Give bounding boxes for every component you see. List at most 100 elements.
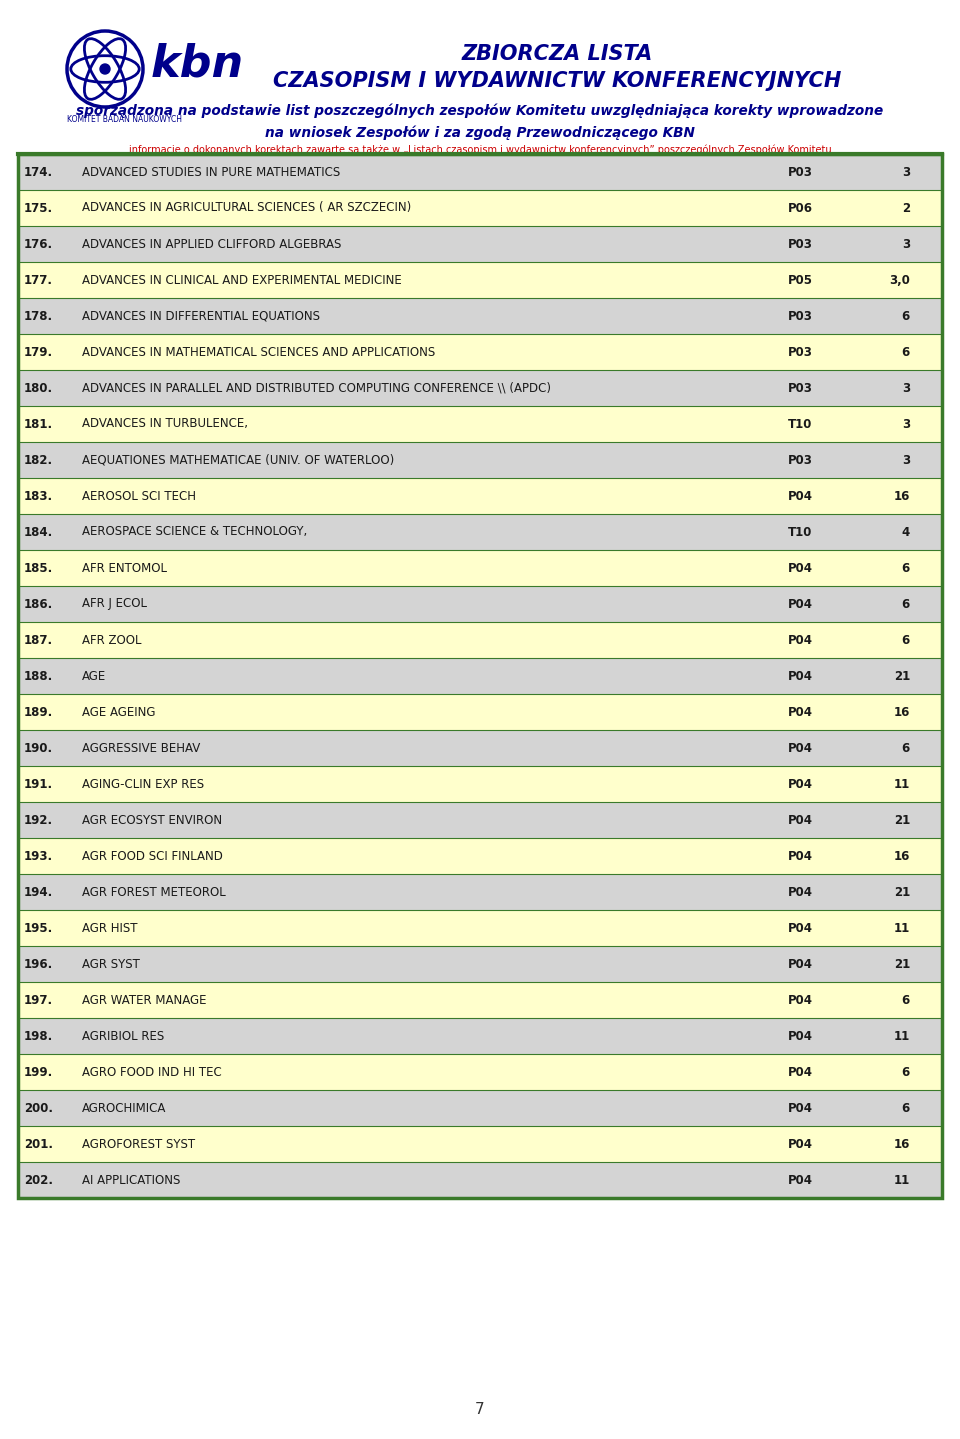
Text: P04: P04 (788, 1137, 813, 1151)
Bar (18, 442, 942, 478)
Text: P05: P05 (788, 273, 813, 286)
Text: AFR ENTOMOL: AFR ENTOMOL (82, 561, 167, 574)
Text: P04: P04 (788, 777, 813, 790)
Text: 6: 6 (901, 561, 910, 574)
Text: 177.: 177. (24, 273, 53, 286)
Text: 179.: 179. (24, 345, 53, 358)
Bar (18, 1053, 942, 1089)
Text: 3: 3 (901, 237, 910, 250)
Text: 201.: 201. (24, 1137, 53, 1151)
Text: 6: 6 (901, 1101, 910, 1114)
Text: T10: T10 (788, 417, 812, 430)
Text: 196.: 196. (24, 957, 53, 970)
Text: 184.: 184. (24, 525, 53, 538)
Text: 183.: 183. (24, 489, 53, 502)
Text: ZBIORCZA LISTA: ZBIORCZA LISTA (461, 45, 653, 63)
Text: 197.: 197. (24, 993, 53, 1006)
Bar (18, 334, 942, 370)
Text: 3: 3 (901, 417, 910, 430)
Text: P04: P04 (788, 993, 813, 1006)
Text: 4: 4 (901, 525, 910, 538)
Text: 21: 21 (894, 885, 910, 898)
Text: 16: 16 (894, 849, 910, 862)
Circle shape (100, 63, 110, 73)
Bar (18, 622, 942, 658)
Text: ADVANCES IN PARALLEL AND DISTRIBUTED COMPUTING CONFERENCE \\ (APDC): ADVANCES IN PARALLEL AND DISTRIBUTED COM… (82, 381, 551, 394)
Bar (18, 837, 942, 873)
Text: AFR ZOOL: AFR ZOOL (82, 633, 141, 646)
Bar (18, 190, 942, 226)
Text: na wniosek Zespołów i za zgodą Przewodniczącego KBN: na wniosek Zespołów i za zgodą Przewodni… (265, 125, 695, 140)
Text: 185.: 185. (24, 561, 53, 574)
Text: ADVANCES IN TURBULENCE,: ADVANCES IN TURBULENCE, (82, 417, 248, 430)
Text: AGGRESSIVE BEHAV: AGGRESSIVE BEHAV (82, 741, 201, 754)
Text: AEQUATIONES MATHEMATICAE (UNIV. OF WATERLOO): AEQUATIONES MATHEMATICAE (UNIV. OF WATER… (82, 453, 395, 466)
Text: 6: 6 (901, 633, 910, 646)
Text: 2: 2 (901, 201, 910, 214)
Text: AGR HIST: AGR HIST (82, 921, 137, 934)
Text: P06: P06 (788, 201, 813, 214)
Text: 7: 7 (475, 1402, 485, 1416)
Text: P04: P04 (788, 813, 813, 826)
Text: AGR FOOD SCI FINLAND: AGR FOOD SCI FINLAND (82, 849, 223, 862)
Text: P03: P03 (788, 345, 813, 358)
Text: 181.: 181. (24, 417, 53, 430)
Text: ADVANCES IN DIFFERENTIAL EQUATIONS: ADVANCES IN DIFFERENTIAL EQUATIONS (82, 309, 320, 322)
Text: AFR J ECOL: AFR J ECOL (82, 597, 147, 610)
Text: 3: 3 (901, 381, 910, 394)
Text: 190.: 190. (24, 741, 53, 754)
Text: P03: P03 (788, 165, 813, 178)
Text: 6: 6 (901, 309, 910, 322)
Text: 16: 16 (894, 489, 910, 502)
Text: ADVANCES IN AGRICULTURAL SCIENCES ( AR SZCZECIN): ADVANCES IN AGRICULTURAL SCIENCES ( AR S… (82, 201, 411, 214)
Text: P03: P03 (788, 237, 813, 250)
Bar (18, 1089, 942, 1125)
Text: P04: P04 (788, 957, 813, 970)
Text: 21: 21 (894, 957, 910, 970)
Text: P03: P03 (788, 453, 813, 466)
Bar (18, 730, 942, 766)
Bar (18, 1163, 942, 1199)
Text: P04: P04 (788, 741, 813, 754)
Bar (18, 802, 942, 837)
Text: P04: P04 (788, 885, 813, 898)
Text: 3,0: 3,0 (889, 273, 910, 286)
Text: P04: P04 (788, 1065, 813, 1078)
Bar (18, 694, 942, 730)
Text: ADVANCED STUDIES IN PURE MATHEMATICS: ADVANCED STUDIES IN PURE MATHEMATICS (82, 165, 340, 178)
Text: ADVANCES IN CLINICAL AND EXPERIMENTAL MEDICINE: ADVANCES IN CLINICAL AND EXPERIMENTAL ME… (82, 273, 401, 286)
Text: 11: 11 (894, 921, 910, 934)
Text: P04: P04 (788, 1101, 813, 1114)
Text: 3: 3 (901, 165, 910, 178)
Text: 6: 6 (901, 741, 910, 754)
Text: AGR FOREST METEOROL: AGR FOREST METEOROL (82, 885, 226, 898)
Bar (18, 1017, 942, 1053)
Text: 3: 3 (901, 453, 910, 466)
Text: 191.: 191. (24, 777, 53, 790)
Text: ADVANCES IN MATHEMATICAL SCIENCES AND APPLICATIONS: ADVANCES IN MATHEMATICAL SCIENCES AND AP… (82, 345, 435, 358)
Text: 186.: 186. (24, 597, 53, 610)
Text: AGROFOREST SYST: AGROFOREST SYST (82, 1137, 195, 1151)
Bar (18, 658, 942, 694)
Text: 194.: 194. (24, 885, 53, 898)
Text: 189.: 189. (24, 705, 53, 718)
Text: AGRO FOOD IND HI TEC: AGRO FOOD IND HI TEC (82, 1065, 222, 1078)
Bar (18, 262, 942, 298)
Text: P03: P03 (788, 381, 813, 394)
Bar (18, 909, 942, 945)
Text: 6: 6 (901, 993, 910, 1006)
Text: AGR SYST: AGR SYST (82, 957, 140, 970)
Text: 175.: 175. (24, 201, 53, 214)
Text: ADVANCES IN APPLIED CLIFFORD ALGEBRAS: ADVANCES IN APPLIED CLIFFORD ALGEBRAS (82, 237, 342, 250)
Text: 6: 6 (901, 597, 910, 610)
Bar (18, 370, 942, 406)
Bar (18, 981, 942, 1017)
Text: 198.: 198. (24, 1029, 53, 1042)
Bar (18, 154, 942, 190)
Text: 195.: 195. (24, 921, 53, 934)
Text: P04: P04 (788, 1173, 813, 1187)
Text: 180.: 180. (24, 381, 53, 394)
Text: CZASOPISM I WYDAWNICTW KONFERENCYJNYCH: CZASOPISM I WYDAWNICTW KONFERENCYJNYCH (273, 71, 841, 91)
Text: AEROSPACE SCIENCE & TECHNOLOGY,: AEROSPACE SCIENCE & TECHNOLOGY, (82, 525, 307, 538)
Text: 6: 6 (901, 1065, 910, 1078)
